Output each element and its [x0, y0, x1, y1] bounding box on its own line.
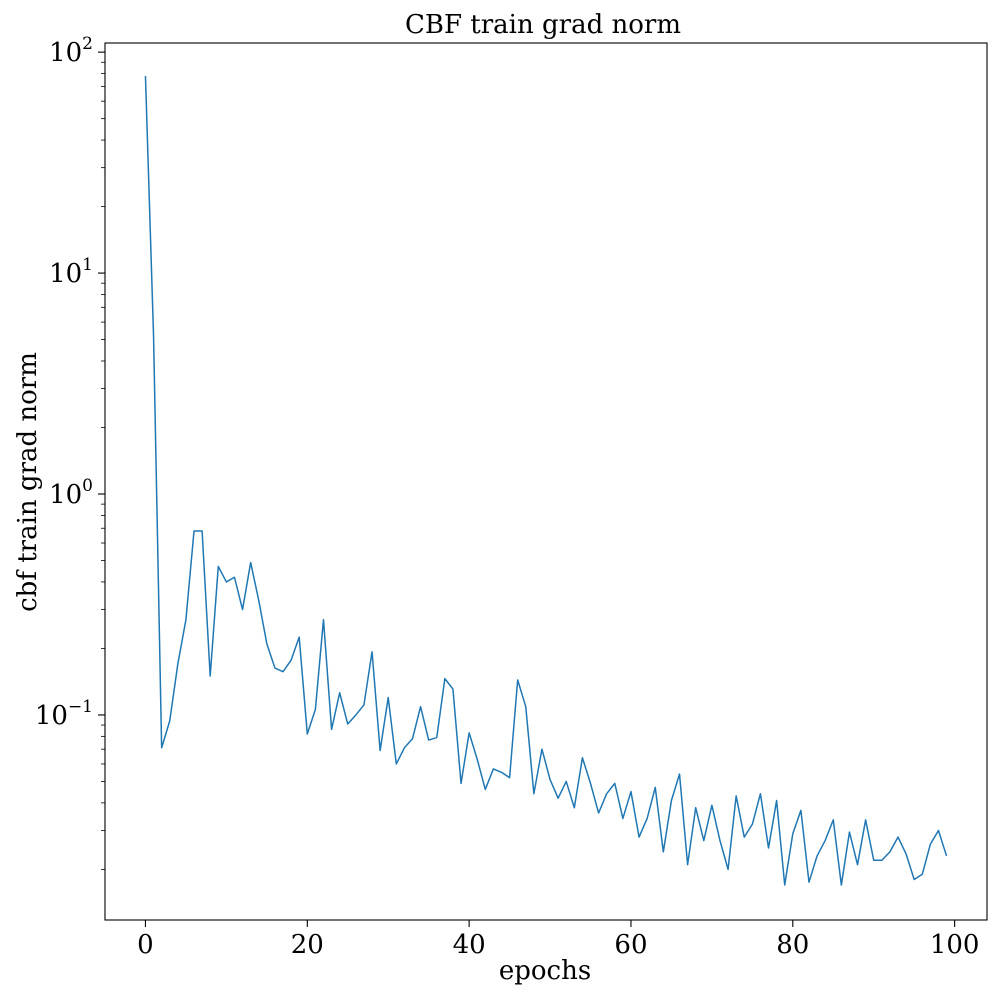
y-tick-base: 10 — [49, 38, 82, 68]
x-tick-label: 60 — [614, 930, 647, 960]
chart-title: CBF train grad norm — [405, 10, 681, 40]
x-tick-label: 80 — [776, 930, 809, 960]
series-line — [144, 75, 948, 886]
x-tick-label: 40 — [453, 930, 486, 960]
y-tick-base: 10 — [49, 480, 82, 510]
y-tick-label: 101 — [49, 255, 93, 289]
x-tick-label: 100 — [930, 930, 980, 960]
y-tick-label: 102 — [49, 34, 93, 68]
y-axis-label: cbf train grad norm — [13, 352, 43, 612]
y-tick-exponent: 0 — [82, 476, 93, 496]
y-tick-exponent: 1 — [82, 255, 93, 275]
y-tick-label: 100 — [49, 476, 93, 510]
plot-frame — [104, 42, 988, 921]
y-tick-base: 10 — [49, 259, 82, 289]
y-tick-label: 10−1 — [35, 697, 93, 731]
x-tick-label: 0 — [137, 930, 154, 960]
x-tick-label: 20 — [291, 930, 324, 960]
x-axis-label: epochs — [499, 956, 591, 986]
y-tick-base: 10 — [35, 701, 68, 731]
y-tick-exponent: 2 — [82, 34, 93, 54]
y-tick-exponent: −1 — [68, 697, 93, 717]
